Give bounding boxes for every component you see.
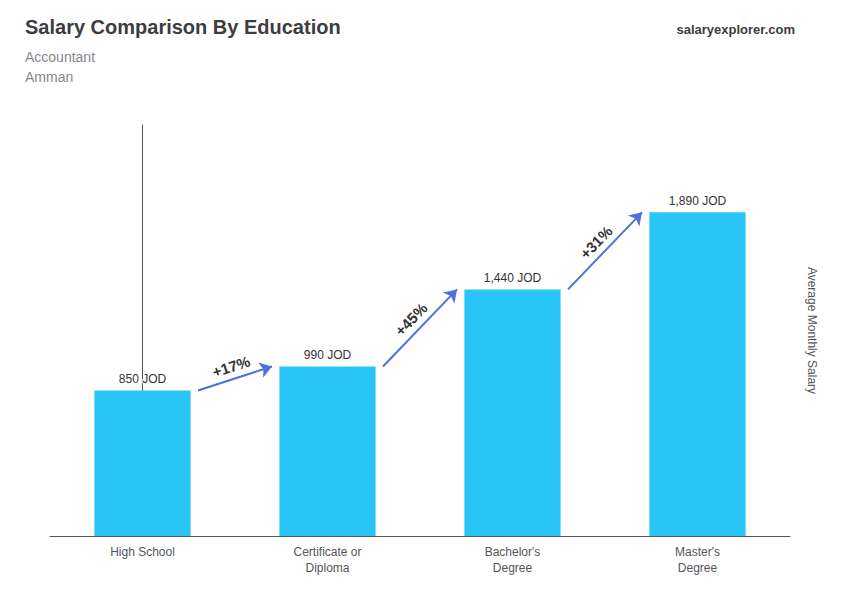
svg-text:Accountant: Accountant	[25, 49, 95, 65]
svg-text:+17%: +17%	[210, 353, 252, 381]
svg-text:salaryexplorer.com: salaryexplorer.com	[676, 22, 795, 37]
svg-text:1,890 JOD: 1,890 JOD	[669, 194, 727, 208]
svg-text:990 JOD: 990 JOD	[304, 348, 352, 362]
svg-text:Average Monthly Salary: Average Monthly Salary	[805, 267, 819, 394]
svg-text:Degree: Degree	[678, 561, 718, 575]
svg-text:Degree: Degree	[493, 561, 533, 575]
svg-text:850 JOD: 850 JOD	[119, 372, 167, 386]
svg-text:Diploma: Diploma	[305, 561, 349, 575]
svg-text:1,440 JOD: 1,440 JOD	[484, 271, 542, 285]
svg-text:Bachelor's: Bachelor's	[485, 545, 541, 559]
svg-text:Amman: Amman	[25, 69, 73, 85]
svg-text:Master's: Master's	[675, 545, 720, 559]
svg-text:+45%: +45%	[391, 299, 430, 339]
svg-text:High School: High School	[110, 545, 175, 559]
svg-text:Salary Comparison By Education: Salary Comparison By Education	[25, 16, 341, 38]
svg-text:+31%: +31%	[576, 222, 615, 262]
svg-text:Certificate or: Certificate or	[293, 545, 361, 559]
